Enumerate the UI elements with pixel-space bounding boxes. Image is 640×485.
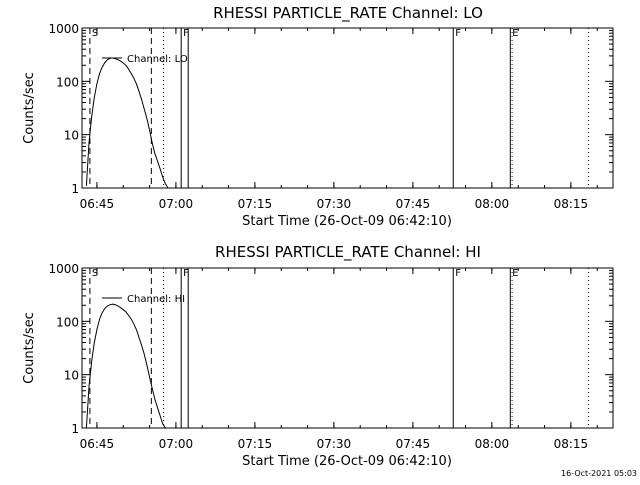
plot-frame xyxy=(81,27,614,189)
x-axis-label: Start Time (26-Oct-09 06:42:10) xyxy=(242,454,452,469)
y-tick-label: 10 xyxy=(64,129,79,143)
event-marker-label: F xyxy=(183,28,189,39)
timestamp-label: 16-Oct-2021 05:03 xyxy=(561,469,637,478)
y-axis-label: Counts/sec xyxy=(22,72,37,144)
x-tick-label: 07:45 xyxy=(396,437,431,451)
x-tick-label: 07:30 xyxy=(317,197,352,211)
x-tick-label: 08:15 xyxy=(554,197,589,211)
y-tick-label: 1 xyxy=(71,182,79,196)
plot-frame xyxy=(81,267,614,429)
x-tick-label: 07:15 xyxy=(238,437,273,451)
x-axis-label: Start Time (26-Oct-09 06:42:10) xyxy=(242,214,452,229)
y-tick-label: 1 xyxy=(71,422,79,436)
y-tick-label: 100 xyxy=(56,75,79,89)
x-tick-label: 07:30 xyxy=(317,437,352,451)
x-tick-label: 07:15 xyxy=(238,197,273,211)
x-tick-label: 08:15 xyxy=(554,437,589,451)
legend-label: Channel: LO xyxy=(127,54,188,65)
series-line xyxy=(85,57,169,188)
y-tick-label: 1000 xyxy=(48,22,79,36)
series-line xyxy=(85,303,166,428)
event-marker-label: S xyxy=(92,28,98,39)
x-tick-label: 07:00 xyxy=(159,437,194,451)
event-marker-label: E xyxy=(512,28,518,39)
y-axis-label: Counts/sec xyxy=(22,312,37,384)
y-tick-label: 100 xyxy=(56,315,79,329)
chart-title: RHESSI PARTICLE_RATE Channel: HI xyxy=(215,243,481,262)
event-marker-label: S xyxy=(92,268,98,279)
chart-panel-hi: RHESSI PARTICLE_RATE Channel: HI Start T… xyxy=(22,243,614,469)
chart-title: RHESSI PARTICLE_RATE Channel: LO xyxy=(213,4,483,23)
y-tick-label: 10 xyxy=(64,369,79,383)
y-tick-label: 1000 xyxy=(48,262,79,276)
x-tick-label: 08:00 xyxy=(475,437,510,451)
x-tick-label: 07:00 xyxy=(159,197,194,211)
legend-label: Channel: HI xyxy=(127,294,185,305)
x-tick-label: 08:00 xyxy=(475,197,510,211)
x-tick-label: 06:45 xyxy=(80,437,115,451)
chart-panel-lo: RHESSI PARTICLE_RATE Channel: LO Start T… xyxy=(22,4,614,229)
event-marker-label: F xyxy=(455,268,461,279)
event-marker-label: F xyxy=(183,268,189,279)
x-tick-label: 06:45 xyxy=(80,197,115,211)
event-marker-label: E xyxy=(512,268,518,279)
event-marker-label: F xyxy=(455,28,461,39)
x-tick-label: 07:45 xyxy=(396,197,431,211)
